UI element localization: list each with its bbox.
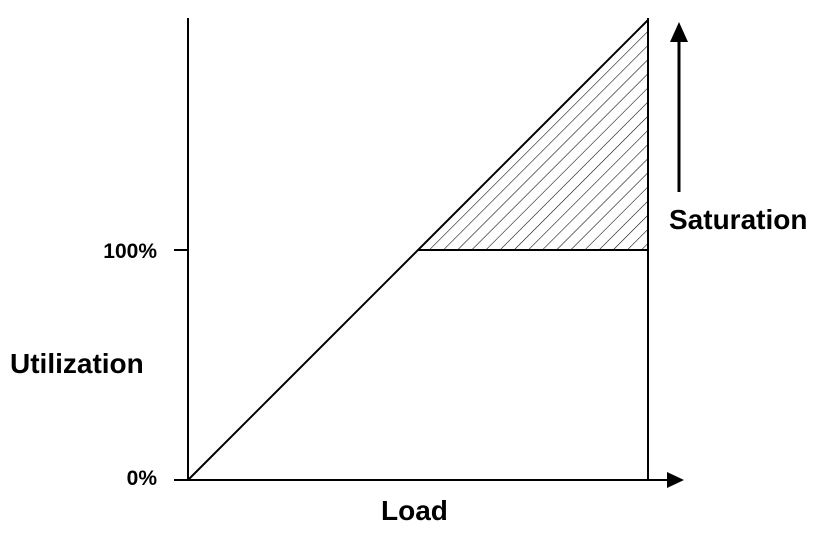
load-utilization-line — [187, 19, 649, 481]
tick-label-0: 0% — [126, 467, 157, 490]
x-axis-arrow-icon — [667, 472, 684, 488]
x-axis-label: Load — [381, 495, 448, 526]
saturation-label: Saturation — [669, 204, 808, 235]
tick-label-100: 100% — [103, 240, 157, 263]
saturation-arrow-icon — [670, 22, 688, 42]
y-axis-label: Utilization — [10, 348, 144, 379]
